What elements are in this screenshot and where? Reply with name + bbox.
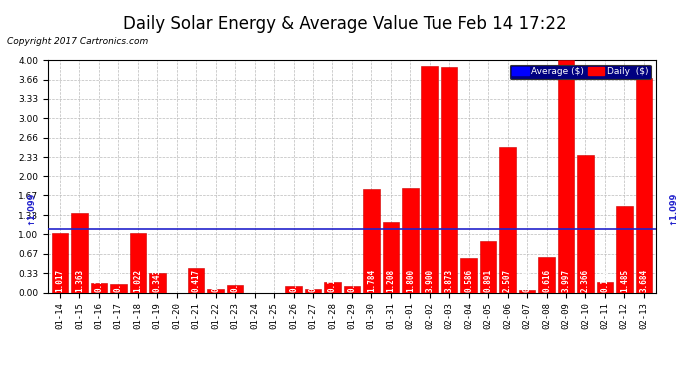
Bar	[538, 257, 555, 292]
Text: 0.177: 0.177	[328, 269, 337, 292]
Text: 1.800: 1.800	[406, 269, 415, 292]
Text: 0.187: 0.187	[600, 269, 609, 292]
Text: ↑1.099: ↑1.099	[26, 192, 36, 225]
Text: 1.485: 1.485	[620, 269, 629, 292]
Bar	[460, 258, 477, 292]
Bar	[227, 285, 244, 292]
Text: 3.900: 3.900	[425, 269, 434, 292]
Bar	[71, 213, 88, 292]
Bar	[208, 288, 224, 292]
Bar	[577, 155, 593, 292]
Text: 1.022: 1.022	[133, 269, 142, 292]
Bar	[285, 286, 302, 292]
Text: 2.507: 2.507	[503, 269, 512, 292]
Bar	[558, 60, 574, 292]
Legend: Average ($), Daily  ($): Average ($), Daily ($)	[510, 64, 651, 79]
Text: 0.417: 0.417	[192, 269, 201, 292]
Text: 2.366: 2.366	[581, 269, 590, 292]
Bar	[363, 189, 380, 292]
Bar	[52, 233, 68, 292]
Text: 1.784: 1.784	[367, 269, 376, 292]
Bar	[90, 283, 107, 292]
Text: ↑1.099: ↑1.099	[668, 192, 678, 225]
Bar	[305, 289, 322, 292]
Bar	[480, 241, 496, 292]
Bar	[188, 268, 204, 292]
Text: 0.068: 0.068	[211, 269, 220, 292]
Text: 0.586: 0.586	[464, 269, 473, 292]
Text: 0.142: 0.142	[114, 269, 123, 292]
Bar	[635, 78, 652, 292]
Text: 1.363: 1.363	[75, 269, 84, 292]
Text: 0.105: 0.105	[347, 269, 357, 292]
Text: Daily Solar Energy & Average Value Tue Feb 14 17:22: Daily Solar Energy & Average Value Tue F…	[124, 15, 566, 33]
Bar	[149, 273, 166, 292]
Bar	[130, 233, 146, 292]
Text: 0.343: 0.343	[152, 269, 161, 292]
Text: 0.051: 0.051	[522, 269, 531, 292]
Text: 0.058: 0.058	[308, 269, 317, 292]
Text: 3.873: 3.873	[445, 269, 454, 292]
Text: 0.168: 0.168	[95, 269, 103, 292]
Bar	[344, 286, 360, 292]
Bar	[402, 188, 419, 292]
Bar	[382, 222, 399, 292]
Bar	[597, 282, 613, 292]
Text: 1.017: 1.017	[55, 269, 64, 292]
Bar	[422, 66, 438, 292]
Bar	[616, 206, 633, 292]
Text: Copyright 2017 Cartronics.com: Copyright 2017 Cartronics.com	[7, 38, 148, 46]
Text: 0.891: 0.891	[484, 269, 493, 292]
Text: 3.684: 3.684	[640, 269, 649, 292]
Text: 0.616: 0.616	[542, 269, 551, 292]
Text: 0.116: 0.116	[289, 269, 298, 292]
Bar	[324, 282, 341, 292]
Text: 0.135: 0.135	[230, 269, 239, 292]
Text: 3.997: 3.997	[562, 269, 571, 292]
Bar	[519, 290, 535, 292]
Text: 1.208: 1.208	[386, 269, 395, 292]
Bar	[110, 284, 127, 292]
Bar	[500, 147, 516, 292]
Bar	[441, 68, 457, 292]
